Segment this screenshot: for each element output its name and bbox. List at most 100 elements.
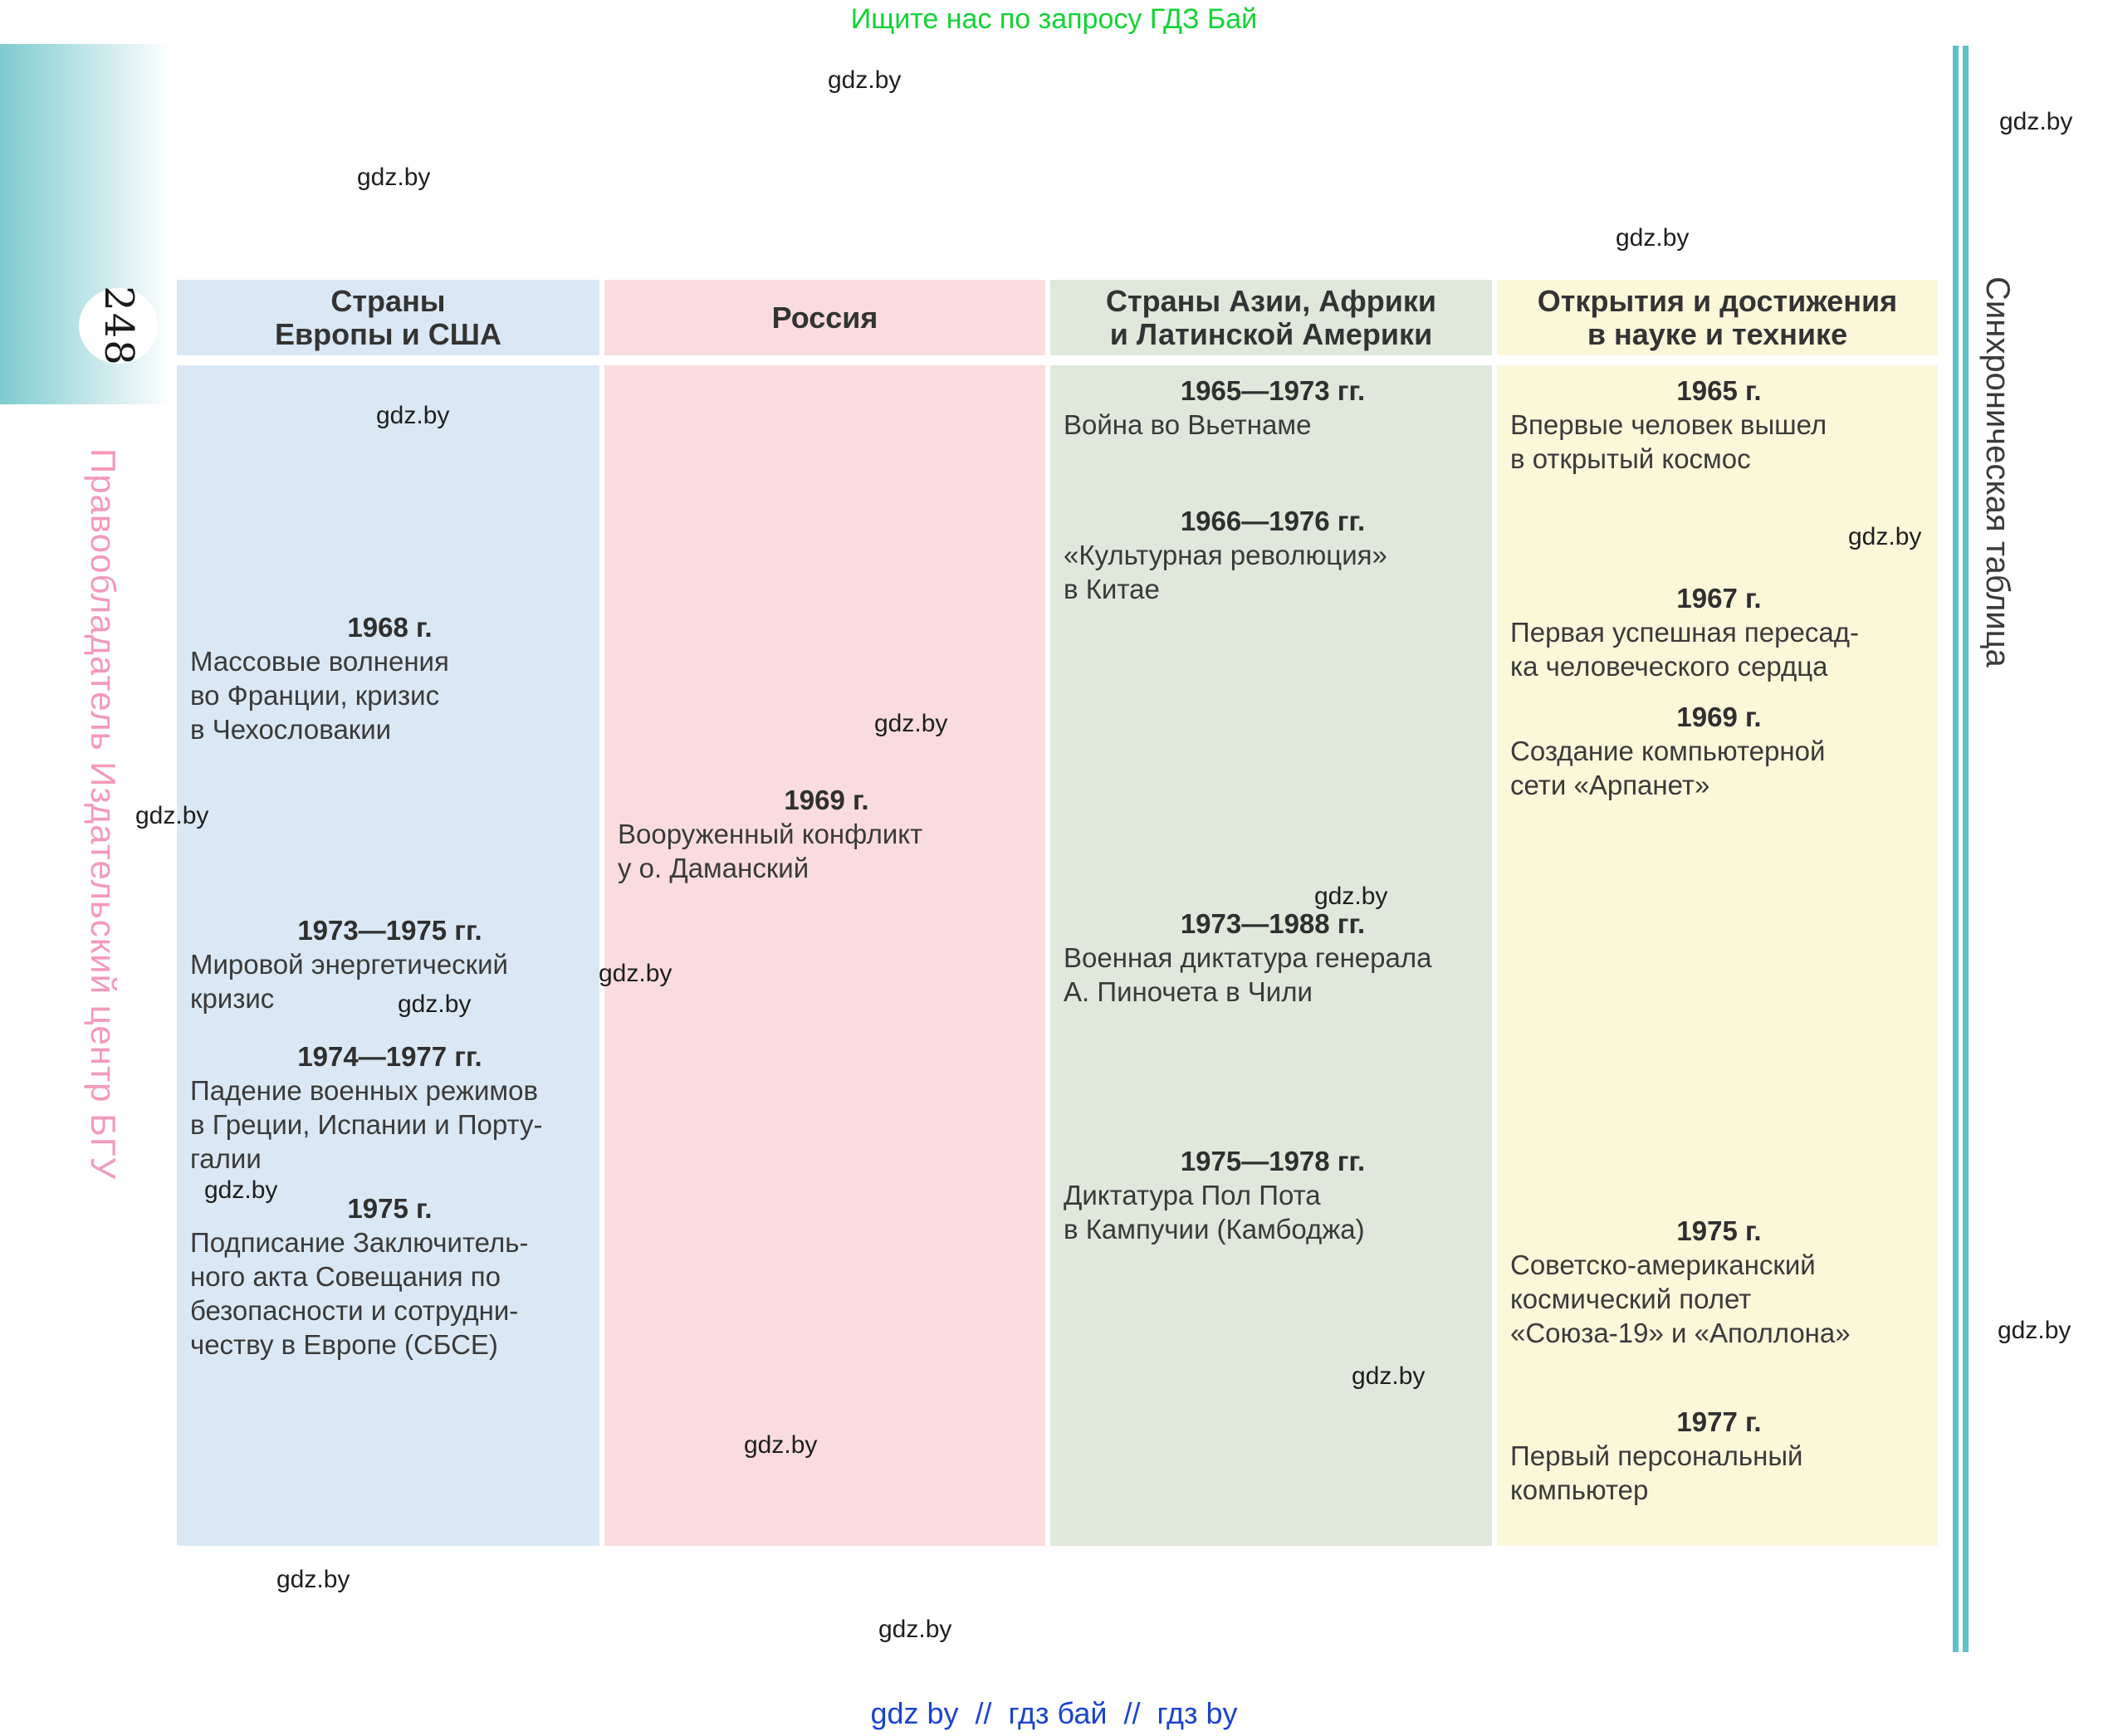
- gdz-watermark: gdz.by: [1616, 224, 1690, 252]
- event: 1965—1973 гг. Война во Вьетнаме: [1050, 374, 1492, 442]
- event-text-line: у о. Даманский: [618, 853, 809, 883]
- event-date: 1975—1978 гг.: [1180, 1146, 1366, 1176]
- column-russia-header: Россия: [604, 280, 1045, 355]
- synchronic-table-side-label: Синхроническая таблица: [1979, 276, 2016, 668]
- site-footer-text: gdz by // гдз бай // гдз by: [870, 1696, 1238, 1730]
- event-date: 1967 г.: [1676, 583, 1762, 614]
- event: 1965 г. Впервые человек вышел в открытый к…: [1497, 374, 1938, 476]
- gdz-watermark: gdz.by: [599, 960, 673, 987]
- event-text-line: Падение военных режимов: [190, 1075, 538, 1106]
- gdz-watermark: gdz.by: [1314, 883, 1388, 910]
- event-text-line: во Франции, кризис: [190, 680, 440, 711]
- event-text-line: Создание компьютерной: [1510, 736, 1826, 766]
- event-text-line: Советско-американский: [1510, 1249, 1816, 1280]
- event: 1967 г. Первая успешная пересад-ка челове…: [1497, 581, 1938, 683]
- gdz-watermark: gdz.by: [1999, 108, 2073, 135]
- event: 1973—1975 гг. Мировой энергетический кризи…: [177, 913, 599, 1015]
- event-text-line: в Кампучии (Камбоджа): [1064, 1214, 1365, 1245]
- gdz-watermark: gdz.by: [276, 1566, 350, 1593]
- promo-banner-text: Ищите нас по запросу ГДЗ Бай: [850, 3, 1258, 35]
- column-russia: Россия 1969 г. Вооруженный конфликт у о. Да…: [604, 280, 1045, 1546]
- event-text-line: Первый персональный: [1510, 1440, 1803, 1471]
- event-text-line: Первая успешная пересад-: [1510, 617, 1859, 648]
- event-date: 1974—1977 гг.: [297, 1041, 482, 1072]
- event-text-line: космический полет: [1510, 1284, 1752, 1314]
- event: 1975 г. Советско-американский космический …: [1497, 1214, 1938, 1350]
- column-science-tech-header-line: Открытия и достижения: [1537, 283, 1898, 318]
- event-date: 1977 г.: [1676, 1406, 1762, 1437]
- column-russia-header-line: Россия: [771, 300, 878, 335]
- event: 1969 г. Создание компьютерной сети «Арпане…: [1497, 700, 1938, 802]
- gdz-watermark: gdz.by: [878, 1616, 952, 1643]
- gdz-watermark: gdz.by: [744, 1431, 818, 1459]
- gdz-watermark: gdz.by: [357, 164, 431, 191]
- column-asia-africa-latam-header-line: Страны Азии, Африки: [1105, 283, 1437, 318]
- event-text-line: ного акта Совещания по: [190, 1261, 501, 1292]
- event-text-line: в Китае: [1064, 574, 1160, 604]
- event: 1975—1978 гг. Диктатура Пол Пота в Кампучи…: [1050, 1144, 1492, 1246]
- event-text-line: Диктатура Пол Пота: [1064, 1180, 1321, 1210]
- gdz-watermark: gdz.by: [1352, 1362, 1426, 1390]
- event-text-line: безопасности и сотрудни-: [190, 1295, 519, 1326]
- column-asia-africa-latam-body: 1965—1973 гг. Война во Вьетнаме 1966—1976 …: [1050, 365, 1492, 1546]
- event-date: 1973—1988 гг.: [1180, 908, 1366, 939]
- column-asia-africa-latam-header-line: и Латинской Америки: [1109, 316, 1433, 351]
- column-europe-usa-header-line: Страны: [330, 283, 446, 318]
- gdz-watermark: gdz.by: [1998, 1317, 2071, 1344]
- event: 1975 г. Подписание Заключитель-ного акта …: [177, 1191, 599, 1362]
- event: 1974—1977 гг. Падение военных режимов в Гр…: [177, 1039, 599, 1176]
- event-date: 1973—1975 гг.: [297, 915, 482, 946]
- column-europe-usa-header-line: Европы и США: [275, 316, 501, 351]
- gdz-watermark: gdz.by: [1848, 523, 1922, 550]
- gdz-watermark: gdz.by: [828, 66, 902, 94]
- event-date: 1969 г.: [784, 785, 869, 815]
- column-science-tech: Открытия и достижения в науке и технике 19…: [1497, 280, 1938, 1546]
- event-date: 1968 г.: [347, 612, 433, 643]
- column-russia-body: 1969 г. Вооруженный конфликт у о. Дамански…: [604, 365, 1045, 1546]
- gdz-watermark: gdz.by: [204, 1176, 278, 1204]
- event-text-line: честву в Европе (СБСЕ): [190, 1329, 498, 1360]
- event-text-line: Подписание Заключитель-: [190, 1227, 529, 1258]
- event: 1977 г. Первый персональный компьютер: [1497, 1405, 1938, 1507]
- side-rule-line-inner: [1963, 46, 1969, 1652]
- event-text-line: сети «Арпанет»: [1510, 770, 1710, 800]
- gdz-watermark: gdz.by: [398, 990, 472, 1018]
- column-europe-usa-body: 1968 г. Массовые волнения во Франции, криз…: [177, 365, 599, 1546]
- event-date: 1966—1976 гг.: [1180, 506, 1366, 536]
- event-text-line: Военная диктатура генерала: [1064, 942, 1432, 973]
- gdz-watermark: gdz.by: [376, 402, 450, 429]
- event-text-line: галии: [190, 1143, 262, 1174]
- column-asia-africa-latam: Страны Азии, Африки и Латинской Америки 19…: [1050, 280, 1492, 1546]
- column-science-tech-header: Открытия и достижения в науке и технике: [1497, 280, 1938, 355]
- event-date: 1965 г.: [1676, 375, 1762, 406]
- event-text-line: в Чехословакии: [190, 714, 392, 745]
- event-text-line: Впервые человек вышел: [1510, 409, 1827, 440]
- side-rule-line-outer: [1953, 46, 1959, 1652]
- event-text-line: Массовые волнения: [190, 646, 449, 677]
- event-text-line: А. Пиночета в Чили: [1064, 976, 1313, 1007]
- column-science-tech-body: 1965 г. Впервые человек вышел в открытый к…: [1497, 365, 1938, 1546]
- event-text-line: Мировой энергетический: [190, 949, 508, 980]
- page-number: 248: [95, 285, 142, 367]
- page-number-badge: 248: [79, 285, 158, 367]
- gdz-watermark: gdz.by: [874, 710, 948, 737]
- event: 1968 г. Массовые волнения во Франции, криз…: [177, 610, 599, 746]
- event-date: 1975 г.: [347, 1193, 433, 1224]
- event-date: 1975 г.: [1676, 1215, 1762, 1246]
- event-date: 1969 г.: [1676, 702, 1762, 732]
- column-europe-usa-header: Страны Европы и США: [177, 280, 599, 355]
- event-text-line: Война во Вьетнаме: [1064, 409, 1312, 440]
- event-text-line: в Греции, Испании и Порту-: [190, 1109, 543, 1140]
- event-text-line: в открытый космос: [1510, 443, 1751, 474]
- copyright-vertical-text: Правообладатель Издательский центр БГУ: [84, 448, 123, 1181]
- event-text-line: «Союза-19» и «Аполлона»: [1510, 1318, 1851, 1348]
- gdz-watermark: gdz.by: [135, 802, 209, 829]
- event: 1973—1988 гг. Военная диктатура генерала А…: [1050, 907, 1492, 1009]
- column-asia-africa-latam-header: Страны Азии, Африки и Латинской Америки: [1050, 280, 1492, 355]
- event-text-line: Вооруженный конфликт: [618, 819, 923, 849]
- event-date: 1965—1973 гг.: [1180, 375, 1366, 406]
- event: 1966—1976 гг. «Культурная революция» в Кит…: [1050, 504, 1492, 606]
- event-text-line: ка человеческого сердца: [1510, 651, 1828, 682]
- event: 1969 г. Вооруженный конфликт у о. Дамански…: [604, 783, 1045, 885]
